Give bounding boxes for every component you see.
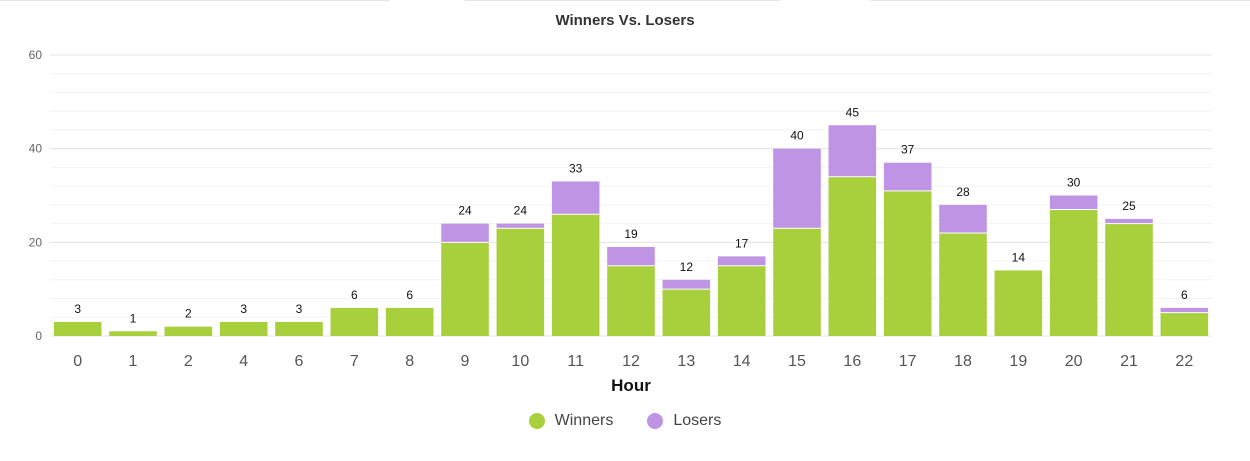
bar-losers-hour-11[interactable] — [551, 181, 600, 215]
data-label-total: 24 — [514, 204, 528, 218]
bar-losers-hour-12[interactable] — [607, 247, 655, 266]
legend-item-winners[interactable]: Winners — [528, 412, 614, 430]
bar-winners-hour-2[interactable] — [164, 326, 213, 336]
x-tick-label: 11 — [567, 353, 584, 370]
x-tick-label: 22 — [1175, 353, 1193, 370]
x-tick-label: 19 — [1009, 353, 1027, 370]
data-label-total: 33 — [569, 161, 583, 175]
bar-losers-hour-18[interactable] — [939, 204, 987, 233]
bar-losers-hour-10[interactable] — [496, 223, 545, 229]
bar-losers-hour-15[interactable] — [773, 148, 821, 229]
bar-winners-hour-19[interactable] — [994, 270, 1043, 336]
data-label-total: 25 — [1122, 199, 1136, 213]
bar-winners-hour-14[interactable] — [717, 265, 766, 336]
x-axis-title: Hour — [611, 376, 651, 395]
y-tick-label: 20 — [29, 235, 43, 249]
bar-winners-hour-21[interactable] — [1105, 223, 1153, 336]
x-tick-label: 16 — [843, 353, 861, 370]
bar-winners-hour-20[interactable] — [1049, 209, 1098, 336]
top-divider-mid — [465, 0, 780, 1]
bar-winners-hour-18[interactable] — [939, 232, 987, 336]
y-tick-label: 40 — [29, 142, 43, 156]
data-label-total: 6 — [1181, 288, 1188, 302]
bar-losers-hour-17[interactable] — [883, 162, 932, 191]
data-label-total: 2 — [185, 307, 192, 321]
x-tick-label: 21 — [1120, 353, 1138, 370]
data-label-total: 6 — [406, 288, 413, 302]
legend-label-winners: Winners — [554, 412, 614, 429]
top-divider-right — [870, 0, 1250, 1]
data-label-total: 6 — [351, 288, 358, 302]
data-label-total: 45 — [846, 105, 860, 119]
bar-winners-hour-6[interactable] — [275, 321, 323, 336]
bar-losers-hour-20[interactable] — [1049, 195, 1098, 210]
bar-winners-hour-8[interactable] — [385, 307, 434, 336]
bar-winners-hour-17[interactable] — [883, 190, 932, 336]
legend-marker-losers — [647, 413, 664, 429]
x-tick-label: 15 — [788, 353, 806, 370]
bar-winners-hour-0[interactable] — [53, 321, 102, 336]
x-tick-label: 4 — [239, 353, 248, 370]
top-divider-left — [0, 0, 390, 1]
bar-winners-hour-1[interactable] — [109, 331, 157, 336]
bar-winners-hour-15[interactable] — [773, 228, 821, 336]
bar-winners-hour-7[interactable] — [330, 307, 379, 336]
data-label-total: 1 — [130, 311, 137, 325]
x-tick-label: 7 — [350, 353, 359, 370]
bar-losers-hour-13[interactable] — [662, 279, 711, 290]
x-tick-label: 6 — [295, 353, 304, 370]
x-tick-label: 2 — [184, 353, 193, 370]
data-label-total: 40 — [790, 129, 804, 143]
x-tick-label: 10 — [511, 353, 529, 370]
data-label-total: 3 — [74, 302, 81, 316]
data-label-total: 19 — [624, 227, 638, 241]
bar-losers-hour-9[interactable] — [441, 223, 489, 243]
data-label-total: 14 — [1012, 250, 1026, 264]
x-tick-label: 12 — [622, 353, 640, 370]
data-label-total: 3 — [240, 302, 247, 316]
data-label-total: 30 — [1067, 176, 1081, 190]
chart-title: Winners Vs. Losers — [555, 12, 695, 29]
x-tick-label: 13 — [677, 353, 695, 370]
y-tick-label: 0 — [35, 329, 42, 343]
y-tick-label: 60 — [29, 48, 43, 62]
bar-losers-hour-14[interactable] — [717, 256, 766, 266]
data-label-total: 12 — [680, 260, 694, 274]
bar-winners-hour-16[interactable] — [828, 176, 877, 336]
data-label-total: 37 — [901, 143, 915, 157]
bar-losers-hour-21[interactable] — [1105, 218, 1153, 224]
x-tick-label: 9 — [461, 353, 470, 370]
bar-winners-hour-11[interactable] — [551, 214, 600, 336]
bar-winners-hour-12[interactable] — [607, 265, 655, 336]
data-label-total: 28 — [956, 185, 970, 199]
bar-winners-hour-13[interactable] — [662, 289, 711, 336]
x-tick-label: 18 — [954, 353, 972, 370]
x-tick-label: 0 — [73, 353, 82, 370]
chart-legend: Winners Losers — [0, 412, 1250, 430]
bar-losers-hour-16[interactable] — [828, 125, 877, 177]
bar-winners-hour-9[interactable] — [441, 242, 489, 336]
bar-winners-hour-4[interactable] — [219, 321, 268, 336]
x-tick-label: 17 — [899, 353, 917, 370]
legend-item-losers[interactable]: Losers — [647, 412, 721, 430]
x-tick-label: 8 — [405, 353, 414, 370]
data-label-total: 24 — [458, 204, 472, 218]
bar-winners-hour-22[interactable] — [1160, 312, 1209, 336]
legend-label-losers: Losers — [673, 412, 722, 429]
x-tick-label: 20 — [1065, 353, 1083, 370]
x-tick-label: 14 — [733, 353, 751, 370]
legend-marker-winners — [528, 413, 545, 429]
bar-losers-hour-22[interactable] — [1160, 307, 1209, 313]
data-label-total: 3 — [296, 302, 303, 316]
bar-winners-hour-10[interactable] — [496, 228, 545, 336]
data-label-total: 17 — [735, 236, 749, 250]
x-tick-label: 1 — [129, 353, 138, 370]
